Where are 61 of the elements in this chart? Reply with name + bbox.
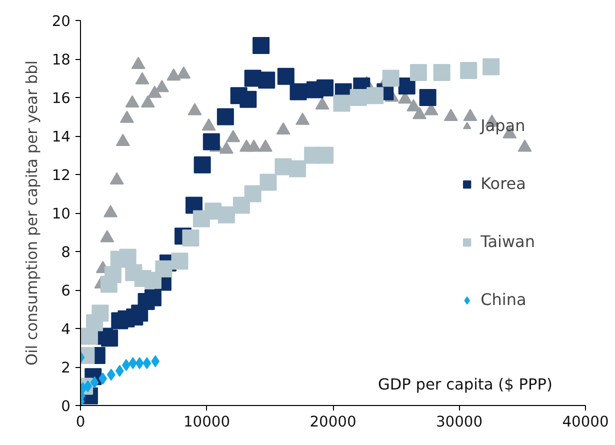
- point: [366, 87, 384, 104]
- x-tick-label: 30000: [436, 414, 483, 430]
- point: [135, 357, 144, 370]
- x-tick-label: 40000: [562, 414, 609, 430]
- legend-label: Korea: [480, 174, 526, 193]
- point: [155, 260, 172, 278]
- point: [194, 156, 211, 174]
- y-tick-label: 18: [52, 52, 71, 68]
- legend-label: Japan: [480, 116, 526, 135]
- point: [218, 206, 235, 224]
- y-tick-label: 14: [52, 128, 71, 146]
- point: [433, 64, 450, 81]
- point: [182, 230, 200, 247]
- point: [144, 289, 162, 306]
- point: [104, 266, 122, 284]
- x-tick-label: 20000: [310, 414, 356, 430]
- point: [482, 58, 500, 76]
- y-tick-label: 10: [52, 206, 71, 222]
- point: [316, 146, 334, 164]
- y-tick-label: 12: [52, 167, 71, 184]
- point: [260, 174, 277, 191]
- point: [333, 94, 350, 112]
- y-tick-label: 2: [61, 360, 71, 376]
- point: [316, 79, 334, 96]
- y-tick-label: 8: [61, 244, 71, 261]
- x-tick-label: 10000: [183, 414, 230, 430]
- point: [202, 133, 220, 150]
- point: [460, 62, 478, 80]
- legend-label: Taiwan: [480, 232, 535, 251]
- point: [277, 68, 294, 85]
- y-axis-title: Oil consumption per capita per year bbl: [22, 60, 41, 366]
- point: [350, 89, 367, 106]
- y-tick-label: 20: [52, 13, 71, 30]
- point: [142, 357, 152, 370]
- point: [290, 83, 307, 100]
- point: [252, 37, 270, 54]
- point: [258, 72, 276, 89]
- y-tick-label: 16: [52, 90, 71, 107]
- point: [115, 364, 124, 377]
- point: [244, 185, 262, 202]
- point: [232, 196, 250, 214]
- point: [101, 330, 118, 347]
- point: [382, 70, 400, 87]
- y-tick-label: 6: [61, 282, 71, 300]
- point: [419, 89, 436, 106]
- point: [92, 304, 109, 322]
- x-tick-label: 0: [76, 414, 86, 430]
- point: [171, 252, 188, 270]
- x-axis-title: GDP per capita ($ PPP): [378, 376, 552, 394]
- y-tick-label: 0: [61, 398, 71, 415]
- point: [240, 90, 257, 108]
- y-tick-label: 4: [61, 321, 71, 338]
- point: [410, 64, 427, 81]
- point: [128, 357, 138, 370]
- point: [98, 372, 108, 385]
- point: [119, 248, 136, 266]
- point: [398, 77, 416, 94]
- point: [216, 108, 234, 126]
- legend-label: China: [480, 290, 526, 309]
- point: [289, 160, 306, 178]
- point: [151, 355, 160, 368]
